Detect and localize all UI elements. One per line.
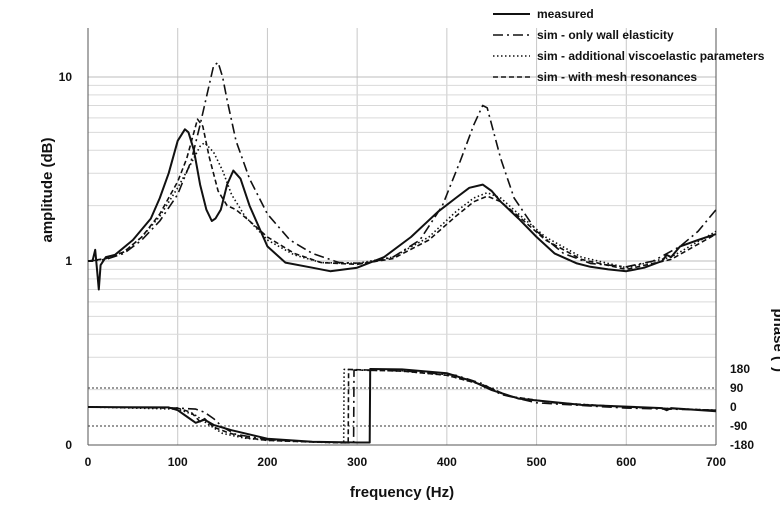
y-tick-label: 1 <box>65 254 72 268</box>
legend-label: measured <box>537 7 594 21</box>
legend-label: sim - with mesh resonances <box>537 70 697 84</box>
x-tick-label: 500 <box>527 455 547 469</box>
x-tick-label: 0 <box>85 455 92 469</box>
x-tick-label: 400 <box>437 455 457 469</box>
legend-label: sim - only wall elasticity <box>537 28 674 42</box>
phase-tick-labels: 180 90 0 -90 -180 <box>730 362 754 452</box>
x-tick-labels: 0 100 200 300 400 500 600 700 <box>85 455 727 469</box>
amplitude-series-line <box>87 118 717 271</box>
grid-lines <box>88 28 717 446</box>
y-axis-title: amplitude (dB) <box>39 138 56 243</box>
y-tick-label: 0 <box>65 438 72 452</box>
amplitude-series-line <box>88 128 717 291</box>
x-tick-label: 600 <box>616 455 636 469</box>
y-tick-label: 10 <box>59 70 73 84</box>
x-tick-label: 100 <box>168 455 188 469</box>
phase-axis-title: phase (°) <box>770 308 780 372</box>
phase-series-line <box>87 368 717 444</box>
x-tick-label: 700 <box>706 455 726 469</box>
phase-tick-label: 0 <box>730 400 737 414</box>
phase-tick-label: 90 <box>730 381 744 395</box>
phase-tick-label: -180 <box>730 438 754 452</box>
x-axis-title: frequency (Hz) <box>350 484 454 501</box>
legend: measured sim - only wall elasticity sim - … <box>493 7 765 84</box>
phase-reference-lines <box>88 387 716 427</box>
phase-series-line <box>87 368 717 444</box>
x-tick-label: 300 <box>347 455 367 469</box>
x-tick-label: 200 <box>257 455 277 469</box>
amplitude-series-line <box>87 141 717 269</box>
phase-tick-label: -90 <box>730 419 748 433</box>
amplitude-series-line <box>87 61 717 268</box>
amplitude-curves <box>87 61 717 291</box>
legend-label: sim - additional viscoelastic parameters <box>537 49 765 63</box>
phase-curves <box>87 368 717 444</box>
phase-tick-label: 180 <box>730 362 750 376</box>
